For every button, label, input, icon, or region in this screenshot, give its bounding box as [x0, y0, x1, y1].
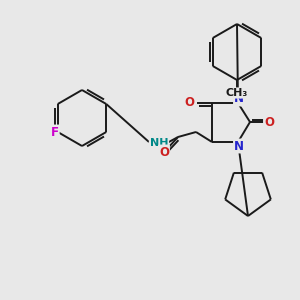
Text: F: F [51, 125, 59, 139]
Text: NH: NH [150, 138, 168, 148]
Text: N: N [234, 92, 244, 106]
Text: O: O [159, 146, 169, 158]
Text: CH₃: CH₃ [226, 88, 248, 98]
Text: O: O [264, 116, 274, 128]
Text: O: O [184, 95, 194, 109]
Text: N: N [234, 140, 244, 152]
